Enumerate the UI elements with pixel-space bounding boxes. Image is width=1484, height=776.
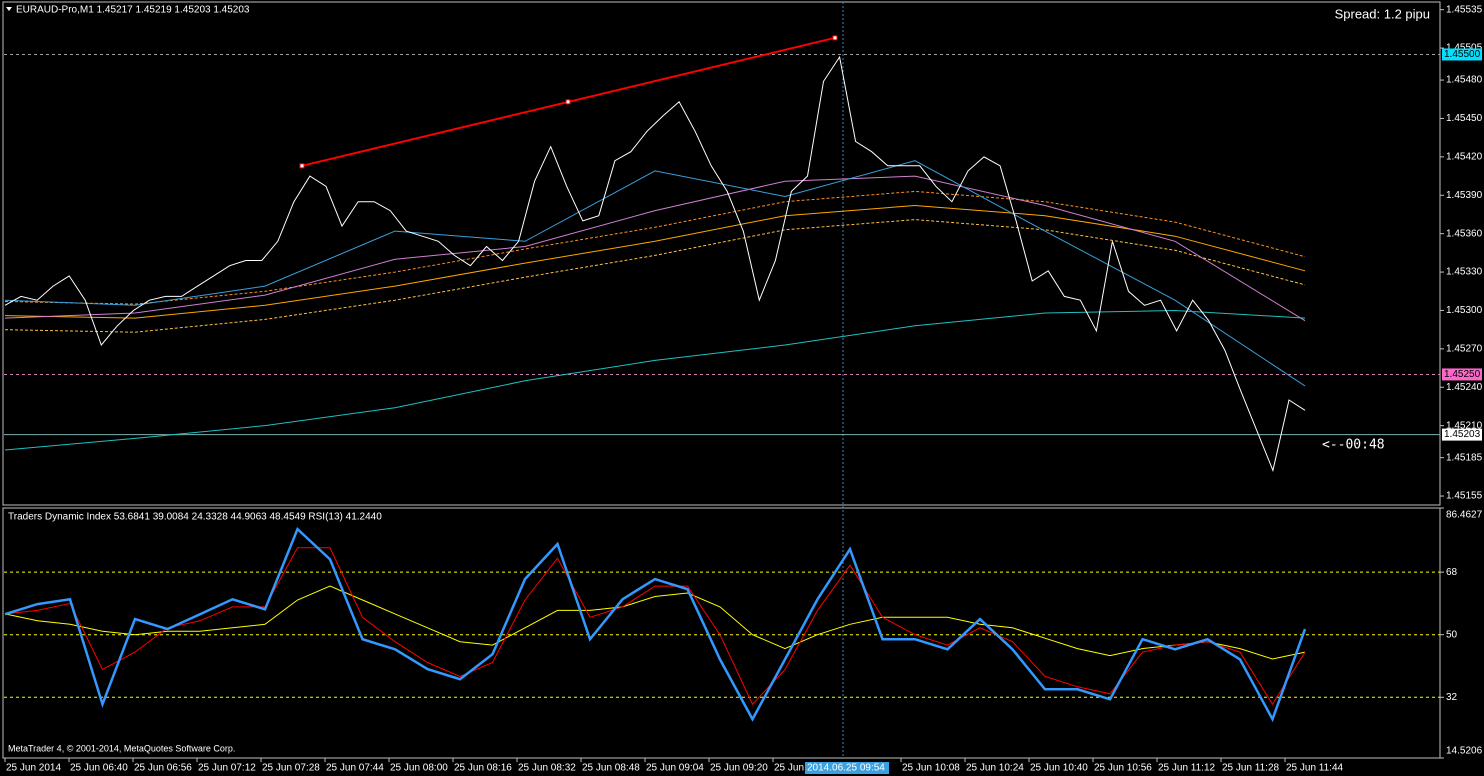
series-line	[4, 219, 1306, 333]
trendline-anchor	[299, 163, 305, 169]
y-tick-label: 1.45505	[1446, 43, 1483, 54]
y-tick-label: 1.45270	[1446, 343, 1483, 354]
price-label: 1.45203	[1444, 429, 1481, 440]
price-label-bg	[1442, 48, 1482, 61]
x-tick-label: 25 Jun 07:44	[326, 763, 384, 774]
trendline-mid	[565, 99, 571, 105]
x-tick-label: 25 Jun 06:40	[70, 763, 128, 774]
x-tick-label: 25 Jun 08:48	[582, 763, 640, 774]
x-tick-label: 25 Jun 11:12	[1158, 763, 1216, 774]
indicator-title: Traders Dynamic Index 53.6841 39.0084 24…	[8, 512, 382, 523]
x-tick-label: 25 Jun 07:28	[262, 763, 320, 774]
series-line	[4, 175, 1306, 322]
y-tick-label: 86.4627	[1446, 510, 1483, 521]
x-tick-label: 25 Jun 10:08	[902, 763, 960, 774]
menu-triangle[interactable]	[6, 7, 12, 11]
crosshair-label: 2014.06.25 09:54	[807, 763, 885, 774]
y-tick-label: 1.45360	[1446, 228, 1483, 239]
price-label: 1.45250	[1444, 369, 1481, 380]
x-tick-label: 25 Jun 08:00	[390, 763, 448, 774]
x-tick-label: 25 Jun 10:24	[966, 763, 1024, 774]
series-line	[4, 160, 1306, 387]
price-label: 1.45500	[1444, 49, 1481, 60]
series-line	[4, 204, 1306, 319]
y-tick-label: 1.45185	[1446, 452, 1483, 463]
y-tick-label: 1.45155	[1446, 491, 1483, 502]
y-tick-label: 1.45390	[1446, 190, 1483, 201]
price-label-bg	[1442, 428, 1482, 441]
x-tick-label: 25 Jun 09:36	[774, 763, 832, 774]
series-line	[4, 190, 1306, 305]
y-tick-label: 1.45240	[1446, 382, 1483, 393]
x-tick-label: 25 Jun 10:40	[1030, 763, 1088, 774]
x-tick-label: 25 Jun 09:04	[646, 763, 704, 774]
x-tick-label: 25 Jun 2014	[6, 763, 61, 774]
y-tick-label: 68	[1446, 567, 1458, 578]
y-tick-label: 14.5206	[1446, 746, 1483, 757]
series-line	[4, 55, 1306, 473]
series-line	[4, 547, 1306, 706]
series-line	[4, 526, 1307, 723]
y-tick-label: 1.45210	[1446, 420, 1483, 431]
y-tick-label: 32	[1446, 692, 1458, 703]
y-tick-label: 1.45420	[1446, 152, 1483, 163]
indicator-pane	[2, 507, 1441, 759]
crosshair-label-bg	[805, 762, 889, 774]
series-line	[4, 309, 1306, 451]
price-label-bg	[1442, 368, 1482, 381]
chart-title: EURAUD-Pro,M1 1.45217 1.45219 1.45203 1.…	[16, 5, 250, 16]
x-tick-label: 25 Jun 09:20	[710, 763, 768, 774]
x-tick-label: 25 Jun 07:12	[198, 763, 256, 774]
x-tick-label: 25 Jun 08:32	[518, 763, 576, 774]
x-tick-label: 25 Jun 06:56	[134, 763, 192, 774]
series-line	[4, 585, 1306, 660]
y-tick-label: 1.45535	[1446, 4, 1483, 15]
y-tick-label: 50	[1446, 629, 1458, 640]
y-tick-label: 1.45450	[1446, 113, 1483, 124]
x-tick-label: 25 Jun 08:16	[454, 763, 512, 774]
spread: Spread: 1.2 pipu	[1335, 6, 1430, 21]
countdown: <--00:48	[1322, 438, 1385, 453]
x-tick-label: 25 Jun 10:56	[1094, 763, 1152, 774]
main-pane	[2, 1, 1441, 506]
x-tick-label: 25 Jun 11:28	[1222, 763, 1280, 774]
trendline-anchor	[832, 35, 838, 41]
y-tick-label: 1.45480	[1446, 75, 1483, 86]
y-tick-label: 1.45300	[1446, 305, 1483, 316]
x-tick-label: 25 Jun 11:44	[1286, 763, 1344, 774]
y-tick-label: 1.45330	[1446, 267, 1483, 278]
footer: MetaTrader 4, © 2001-2014, MetaQuotes So…	[8, 743, 235, 753]
